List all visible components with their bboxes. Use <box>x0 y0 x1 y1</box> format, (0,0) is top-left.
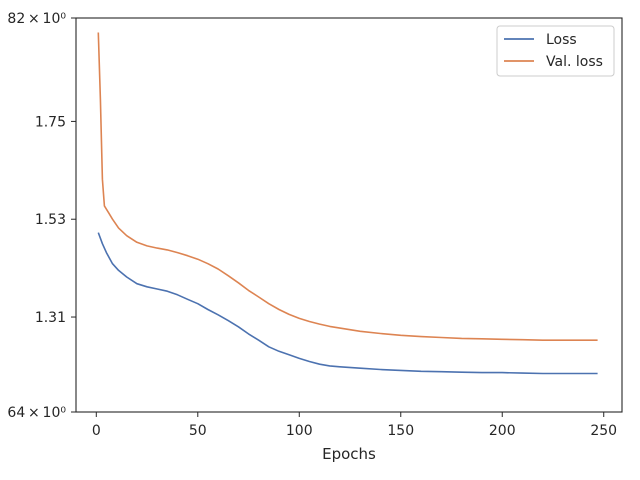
plot-frame <box>75 17 623 413</box>
series-layer <box>97 32 598 375</box>
series-line-val-loss <box>97 32 598 341</box>
legend-label-val-loss: Val. loss <box>546 54 603 70</box>
y-axis: 64 × 10⁰ 1.31 1.53 1.75 82 × 10⁰ <box>7 11 76 421</box>
legend-label-loss: Loss <box>546 32 577 48</box>
y-tick-label: 1.75 <box>35 114 66 130</box>
x-axis-label: Epochs <box>322 445 376 463</box>
y-tick-label: 1.31 <box>35 310 66 326</box>
x-tick-label: 200 <box>489 423 516 439</box>
x-tick-label: 250 <box>590 423 617 439</box>
x-axis: 0 50 100 150 200 250 <box>92 412 617 439</box>
x-tick-label: 0 <box>92 423 101 439</box>
x-tick-label: 150 <box>387 423 414 439</box>
y-tick-label: 64 × 10⁰ <box>7 405 66 421</box>
legend: Loss Val. loss <box>496 25 615 77</box>
y-tick-label: 82 × 10⁰ <box>7 11 66 27</box>
y-tick-label: 1.53 <box>35 212 66 228</box>
series-line-loss <box>97 232 598 375</box>
x-tick-label: 100 <box>286 423 313 439</box>
x-tick-label: 50 <box>189 423 207 439</box>
plot-area <box>75 17 623 413</box>
